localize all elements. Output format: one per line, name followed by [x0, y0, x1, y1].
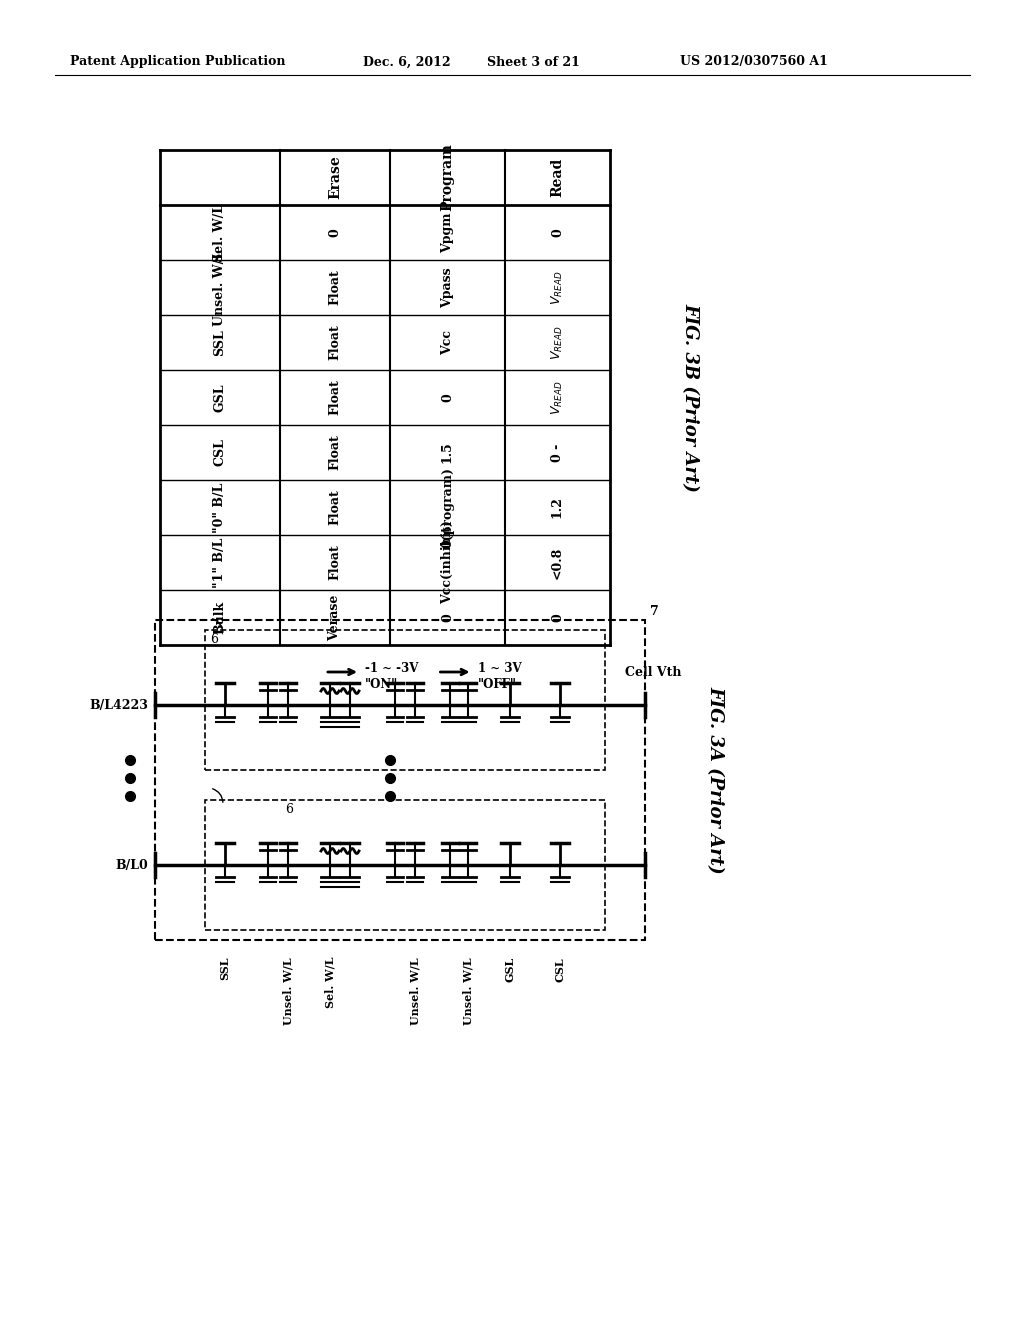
Text: Vpass: Vpass — [441, 267, 454, 308]
Text: Cell Vth: Cell Vth — [625, 665, 682, 678]
Text: Program: Program — [440, 144, 455, 211]
Text: Float: Float — [329, 380, 341, 416]
Text: GSL: GSL — [213, 383, 226, 412]
Text: Sel. W/L: Sel. W/L — [213, 203, 226, 261]
Text: 6: 6 — [210, 634, 218, 645]
Text: SSL: SSL — [213, 329, 226, 356]
Text: Vcc(inhibit): Vcc(inhibit) — [441, 520, 454, 605]
Text: Float: Float — [329, 325, 341, 360]
Text: B/L0: B/L0 — [116, 858, 148, 871]
Text: -1 ~ -3V: -1 ~ -3V — [365, 661, 419, 675]
Text: Read: Read — [551, 158, 564, 197]
Text: Float: Float — [329, 490, 341, 525]
Text: 0 -: 0 - — [551, 444, 564, 462]
Text: 0: 0 — [551, 612, 564, 622]
Text: "1" B/L: "1" B/L — [213, 537, 226, 587]
Text: 1 ~ 3V: 1 ~ 3V — [477, 661, 521, 675]
Text: FIG. 3A (Prior Art): FIG. 3A (Prior Art) — [706, 686, 724, 874]
Text: Patent Application Publication: Patent Application Publication — [70, 55, 286, 69]
Text: "OFF": "OFF" — [477, 677, 516, 690]
Text: Erase: Erase — [328, 156, 342, 199]
Text: B/L4223: B/L4223 — [89, 698, 148, 711]
Text: 0: 0 — [441, 612, 454, 622]
Text: Float: Float — [329, 434, 341, 470]
Bar — [205, 630, 605, 770]
Text: "ON": "ON" — [365, 677, 398, 690]
Text: GSL: GSL — [505, 957, 515, 982]
Text: "0" B/L: "0" B/L — [213, 482, 226, 533]
Text: FIG. 3B (Prior Art): FIG. 3B (Prior Art) — [681, 304, 699, 492]
Text: Bulk: Bulk — [213, 601, 226, 634]
Text: Unsel. W/L: Unsel. W/L — [213, 249, 226, 326]
Text: Verase: Verase — [329, 594, 341, 640]
Text: 7: 7 — [650, 605, 658, 618]
Text: 1.5: 1.5 — [441, 442, 454, 463]
Text: CSL: CSL — [555, 957, 565, 982]
Text: Float: Float — [329, 269, 341, 305]
Text: Float: Float — [329, 545, 341, 581]
Bar — [205, 800, 605, 931]
Text: Vcc: Vcc — [441, 330, 454, 355]
Text: Sheet 3 of 21: Sheet 3 of 21 — [487, 55, 580, 69]
Text: 0: 0 — [551, 228, 564, 236]
Text: Vpgm: Vpgm — [441, 213, 454, 252]
Text: CSL: CSL — [213, 438, 226, 466]
Text: $V_{READ}$: $V_{READ}$ — [550, 325, 565, 360]
Text: 0: 0 — [329, 228, 341, 236]
Text: <0.8: <0.8 — [551, 546, 564, 578]
Text: 0(program): 0(program) — [441, 467, 454, 548]
Bar — [155, 620, 645, 940]
Text: SSL: SSL — [219, 957, 230, 981]
Text: Dec. 6, 2012: Dec. 6, 2012 — [362, 55, 451, 69]
Text: Unsel. W/L: Unsel. W/L — [283, 957, 294, 1024]
Text: $V_{READ}$: $V_{READ}$ — [550, 380, 565, 414]
Text: Sel. W/L: Sel. W/L — [325, 957, 336, 1008]
Text: 1.2: 1.2 — [551, 496, 564, 519]
Text: 0: 0 — [441, 393, 454, 401]
Text: Unsel. W/L: Unsel. W/L — [463, 957, 473, 1024]
Text: Unsel. W/L: Unsel. W/L — [410, 957, 421, 1024]
Text: $V_{READ}$: $V_{READ}$ — [550, 271, 565, 305]
Text: US 2012/0307560 A1: US 2012/0307560 A1 — [680, 55, 827, 69]
Text: 6: 6 — [285, 803, 293, 816]
